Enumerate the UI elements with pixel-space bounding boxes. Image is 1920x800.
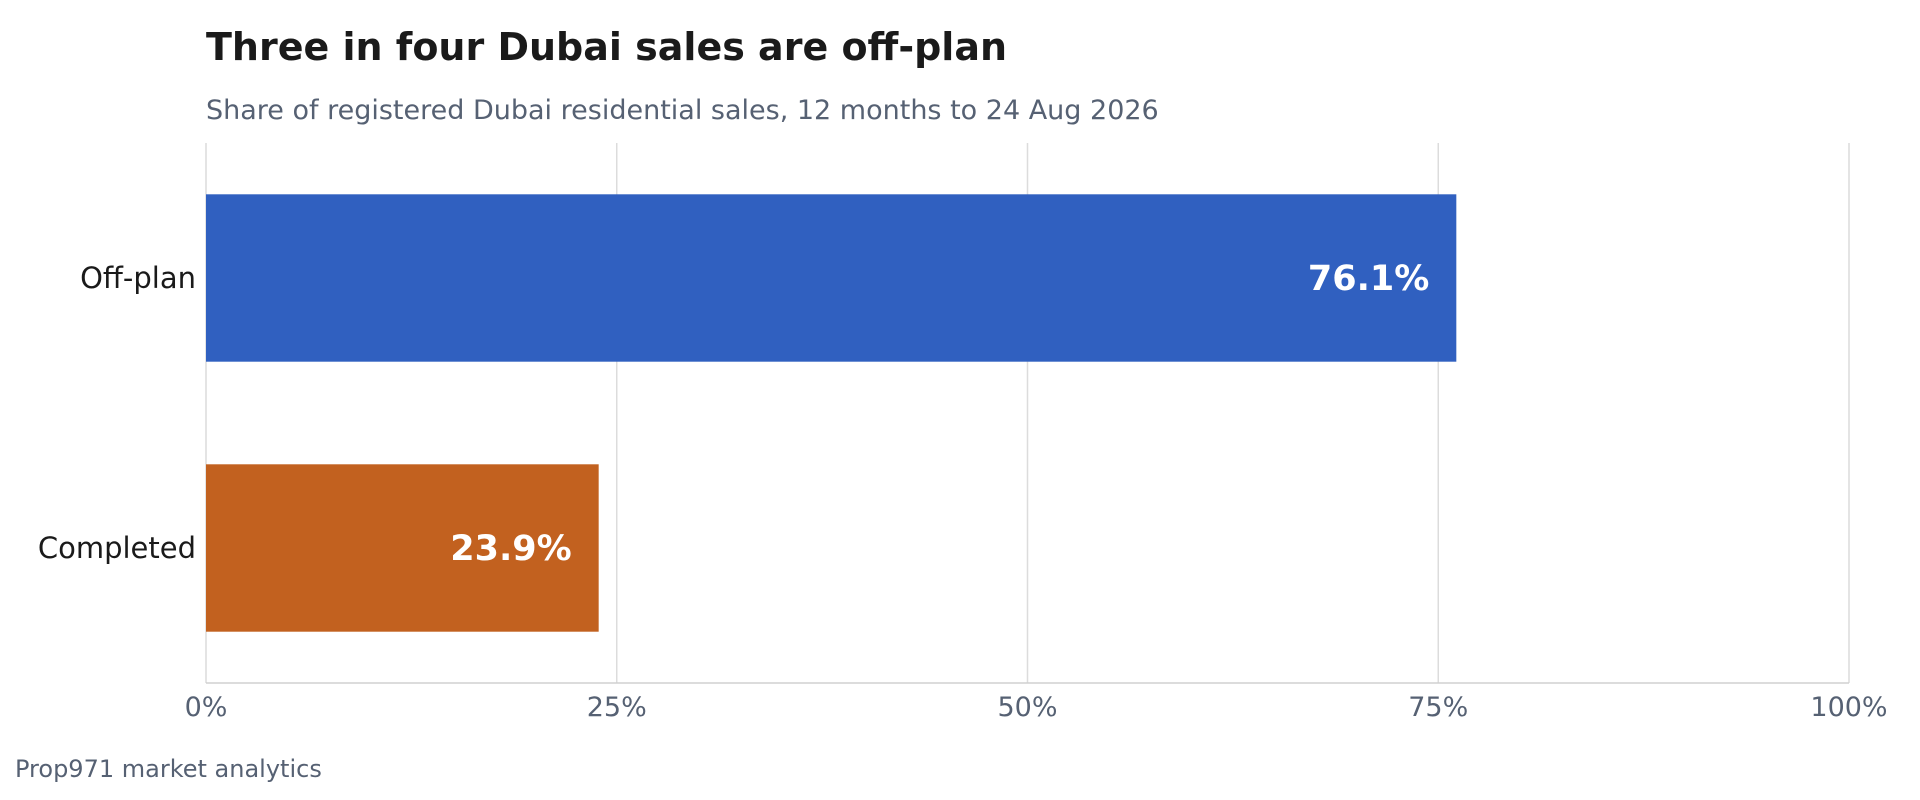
- x-tick-label: 50%: [997, 692, 1057, 723]
- bars: 76.1% Off-plan 23.9% Completed: [38, 194, 1457, 632]
- x-axis: 0% 25% 50% 75% 100%: [185, 682, 1888, 723]
- bar-off-plan: [206, 194, 1457, 362]
- chart-subtitle: Share of registered Dubai residential sa…: [206, 95, 1159, 126]
- bar-value-label: 76.1%: [1308, 259, 1429, 299]
- x-tick-label: 100%: [1810, 692, 1887, 723]
- chart-title: Three in four Dubai sales are off-plan: [206, 25, 1007, 69]
- category-label: Off-plan: [80, 261, 196, 295]
- source-note: Prop971 market analytics: [15, 755, 322, 783]
- bar-value-label: 23.9%: [450, 529, 571, 569]
- category-label: Completed: [38, 531, 196, 565]
- x-tick-label: 75%: [1408, 692, 1468, 723]
- x-tick-label: 25%: [587, 692, 647, 723]
- x-tick-label: 0%: [185, 692, 228, 723]
- bar-completed: [206, 464, 599, 632]
